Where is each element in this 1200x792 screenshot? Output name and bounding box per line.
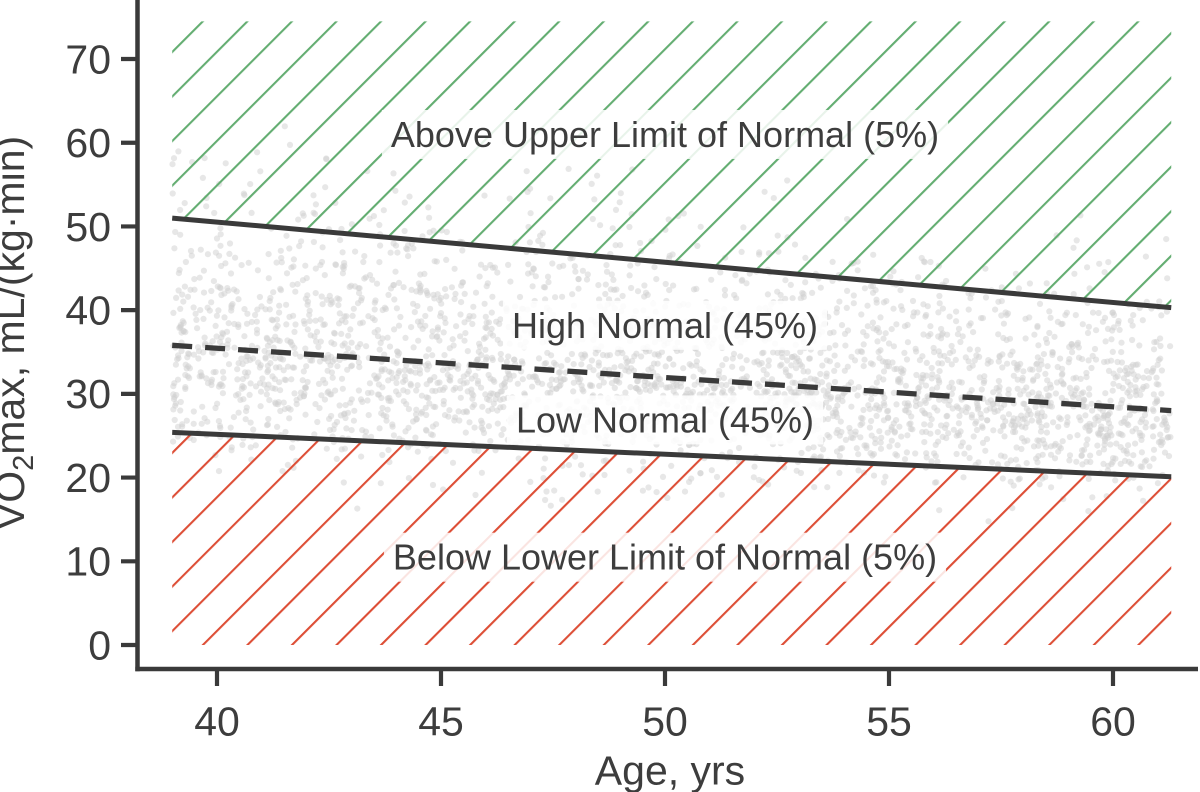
y-tick-label: 40 bbox=[65, 288, 111, 334]
median-line bbox=[172, 342, 1172, 414]
zone-label-box bbox=[383, 532, 947, 582]
zone-label: Above Upper Limit of Normal (5%) bbox=[391, 114, 939, 155]
zone-label: Low Normal (45%) bbox=[516, 399, 814, 440]
axes: 0 10 20 30 40 50 60 70 40 45 50 55 60 bbox=[65, 0, 1198, 744]
x-tick-label: 60 bbox=[1090, 698, 1136, 744]
below-lower-zone-label: Below Lower Limit of Normal (5%) bbox=[383, 532, 947, 582]
zone-label-box bbox=[381, 109, 949, 159]
zone-label-box bbox=[506, 395, 824, 445]
low-normal-zone-label: Low Normal (45%) bbox=[506, 395, 824, 445]
x-tick-label: 45 bbox=[418, 698, 464, 744]
zone-label-box bbox=[502, 300, 828, 350]
above-upper-zone-label: Above Upper Limit of Normal (5%) bbox=[381, 109, 949, 159]
x-tick-label: 40 bbox=[194, 698, 240, 744]
zone-label: Below Lower Limit of Normal (5%) bbox=[393, 537, 937, 578]
lower-limit-line bbox=[172, 429, 1172, 480]
x-tick-label: 55 bbox=[866, 698, 912, 744]
y-tick-label: 0 bbox=[88, 622, 111, 668]
x-tick-label: 50 bbox=[642, 698, 688, 744]
x-axis-title: Age, yrs bbox=[595, 747, 745, 792]
y-tick-label: 20 bbox=[65, 455, 111, 501]
y-tick-label: 60 bbox=[65, 120, 111, 166]
y-tick-label: 70 bbox=[65, 36, 111, 82]
high-normal-zone-label: High Normal (45%) bbox=[502, 300, 828, 350]
y-tick-label: 10 bbox=[65, 539, 111, 585]
zone-label: High Normal (45%) bbox=[512, 305, 818, 346]
y-tick-label: 50 bbox=[65, 204, 111, 250]
above-upper-zone bbox=[172, 21, 1172, 308]
upper-limit-line bbox=[171, 215, 1172, 311]
y-tick-label: 30 bbox=[65, 371, 111, 417]
y-axis-title: VO2max, mL/(kg·min) bbox=[0, 136, 40, 530]
